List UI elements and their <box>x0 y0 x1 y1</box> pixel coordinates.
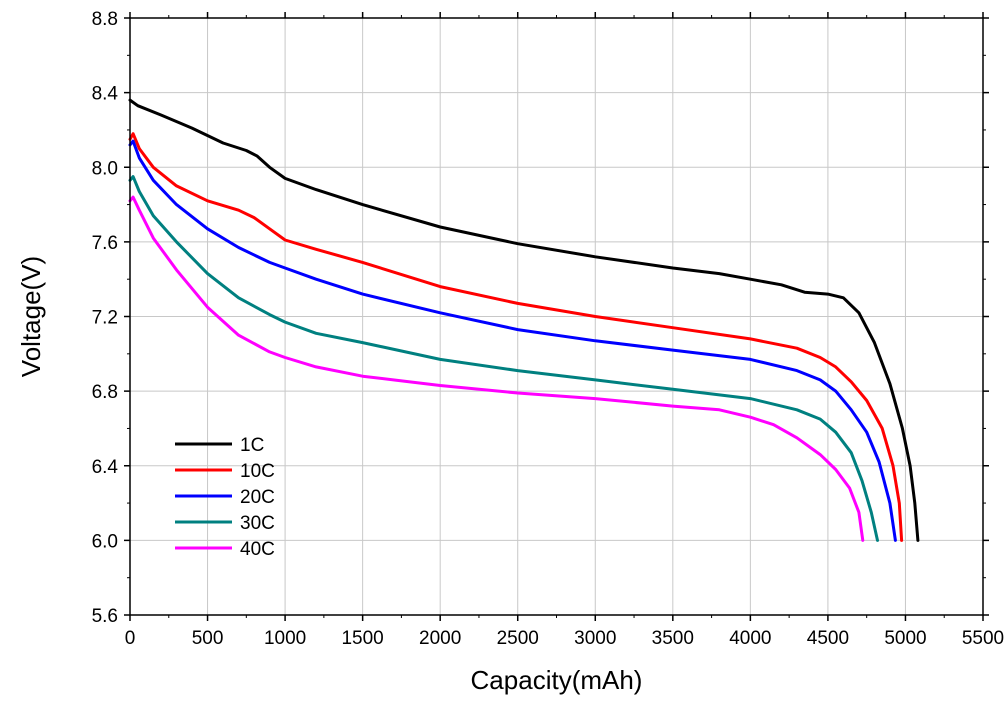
x-tick-label: 2500 <box>497 628 539 649</box>
legend-label-10c: 10C <box>240 461 275 482</box>
series-line-30c <box>128 175 879 542</box>
x-tick-label: 4000 <box>729 628 771 649</box>
legend: 1C 10C 20C 30C 40C <box>175 435 275 560</box>
y-tick-label: 6.4 <box>92 457 119 478</box>
x-tick-label: 3000 <box>574 628 616 649</box>
x-tick-label: 5500 <box>962 628 1004 649</box>
series-lines <box>128 98 920 542</box>
x-tick-label: 3500 <box>652 628 694 649</box>
y-tick-label: 7.6 <box>92 233 118 254</box>
x-tick-label: 1500 <box>341 628 383 649</box>
y-tick-label: 8.0 <box>92 158 118 179</box>
x-tick-label: 1000 <box>264 628 306 649</box>
x-tick-label: 4500 <box>807 628 849 649</box>
legend-label-40c: 40C <box>240 539 275 560</box>
axis-ticks: 0 500 1000 1500 2000 2500 3000 3500 4000 4500 5000… <box>92 9 1005 649</box>
x-tick-label: 0 <box>125 628 136 649</box>
legend-label-20c: 20C <box>240 487 275 508</box>
y-tick-label: 5.6 <box>92 606 118 627</box>
y-tick-label: 7.2 <box>92 308 118 329</box>
legend-label-30c: 30C <box>240 513 275 534</box>
y-tick-label: 8.8 <box>92 9 118 30</box>
x-axis-title: Capacity(mAh) <box>471 665 643 695</box>
x-tick-label: 500 <box>192 628 224 649</box>
legend-label-1c: 1C <box>240 435 264 456</box>
series-line-20c <box>128 139 897 542</box>
y-tick-label: 6.8 <box>92 382 118 403</box>
y-tick-label: 8.4 <box>92 84 119 105</box>
series-line-40c <box>128 195 865 542</box>
x-tick-label: 5000 <box>884 628 926 649</box>
x-tick-label: 2000 <box>419 628 461 649</box>
y-axis-title: Voltage(V) <box>16 256 46 377</box>
y-tick-label: 6.0 <box>92 531 118 552</box>
series-line-1c <box>128 98 920 542</box>
series-line-10c <box>128 132 904 542</box>
